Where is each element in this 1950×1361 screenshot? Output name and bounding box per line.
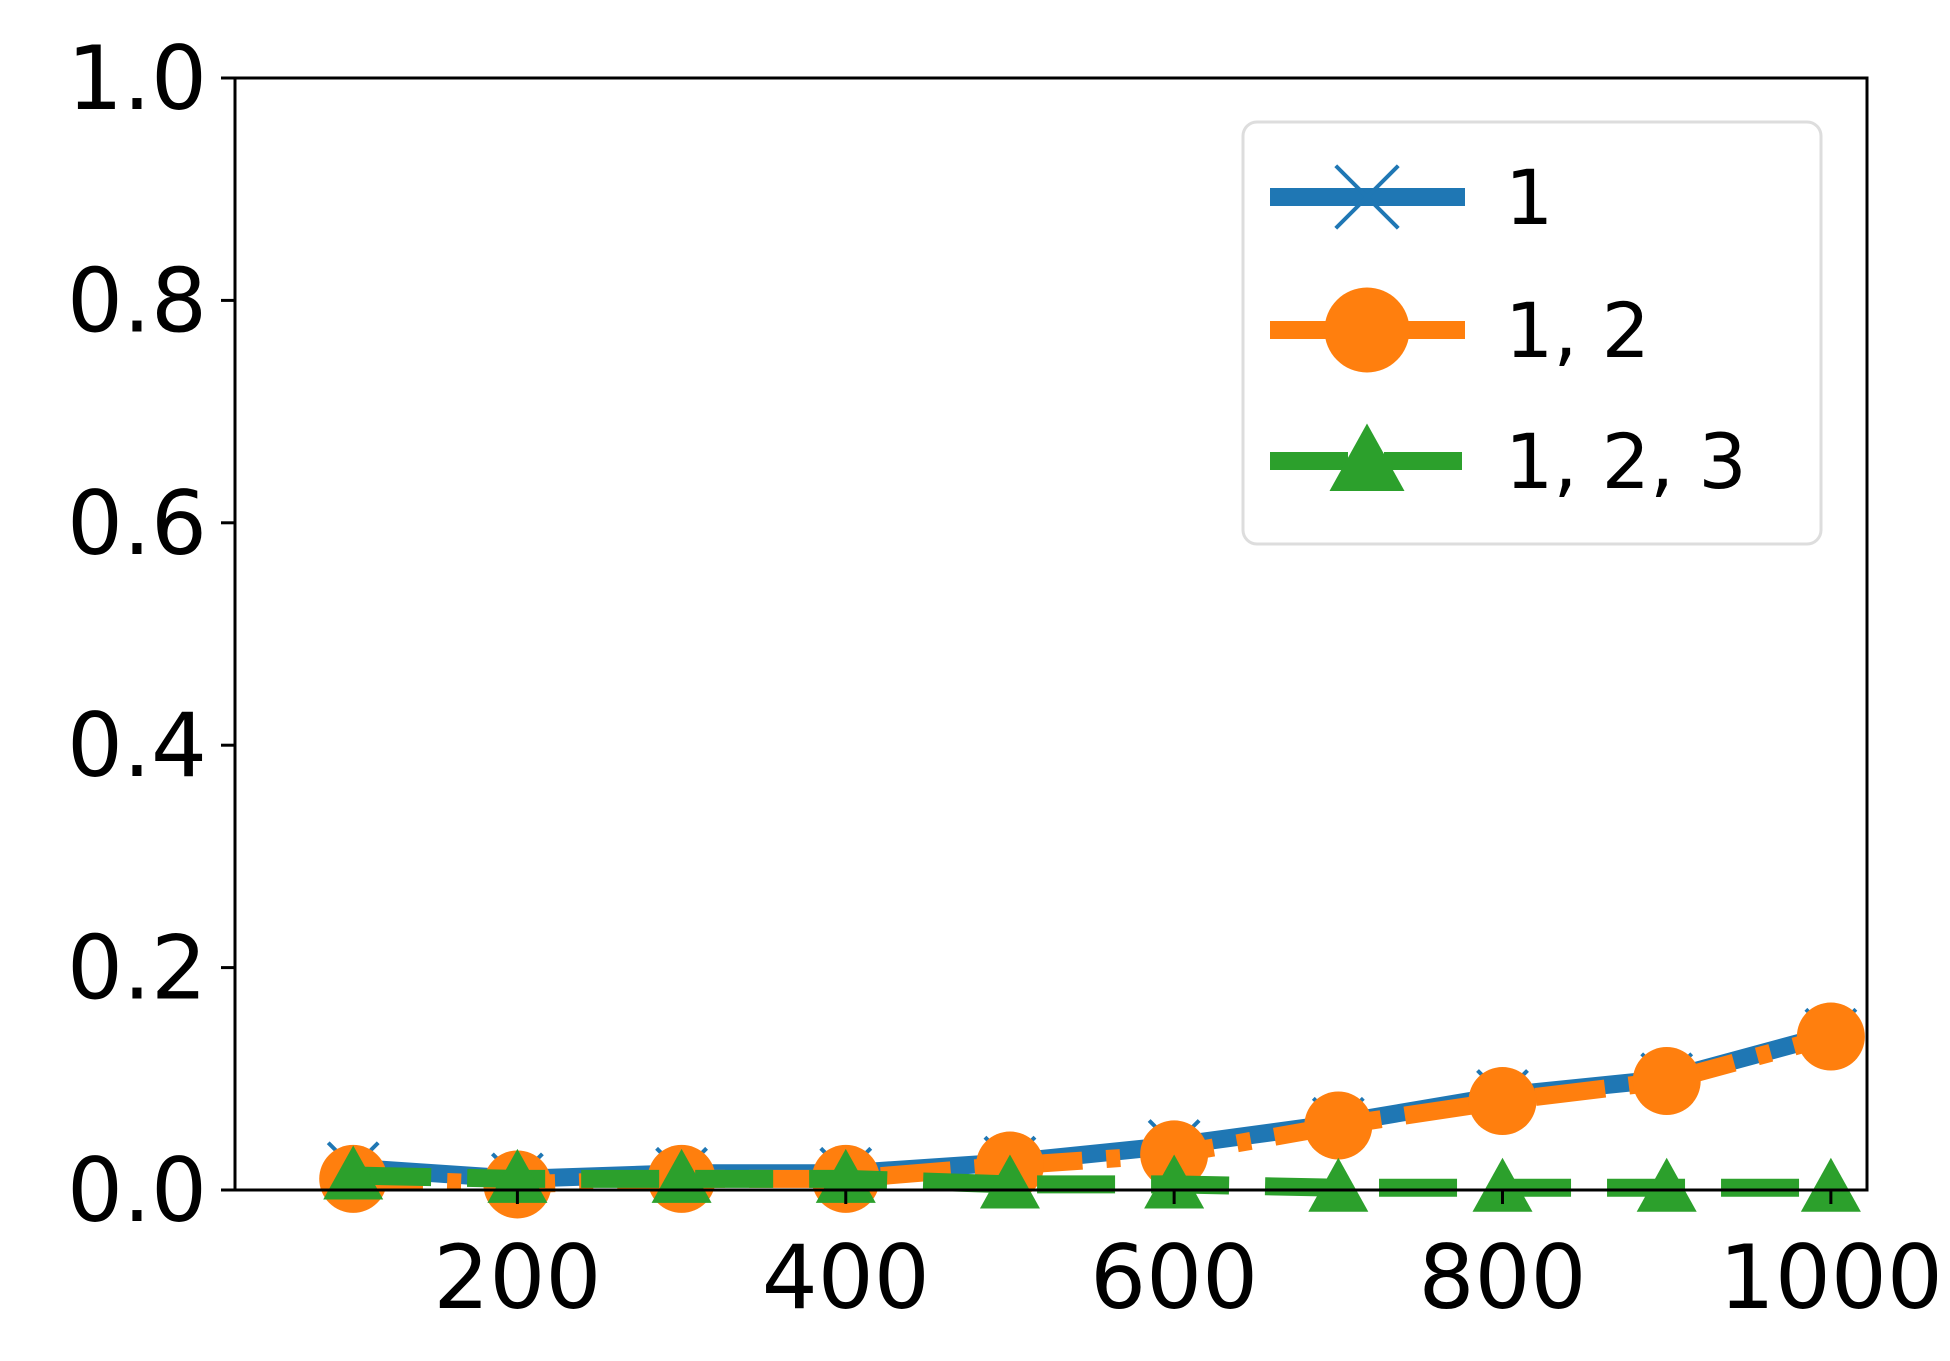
x-tick-label: 1000 [1719, 1226, 1943, 1329]
legend-box [1241, 120, 1823, 546]
data-point [1800, 1157, 1861, 1212]
data-point [1468, 1067, 1537, 1136]
legend-label: 1, 2 [1505, 286, 1650, 375]
legend-entry-2: 1, 2 [1270, 286, 1650, 375]
legend-marker [1329, 423, 1405, 491]
series-line [352, 1027, 1834, 1194]
y-tick-label: 0.6 [67, 472, 207, 575]
y-tick-label: 1.0 [67, 27, 207, 130]
legend-label: 1 [1505, 153, 1553, 242]
data-point [1796, 1002, 1865, 1071]
x-tick-label: 200 [433, 1226, 601, 1329]
data-point [979, 1154, 1040, 1209]
x-tick-label: 600 [1090, 1226, 1258, 1329]
data-point [1144, 1154, 1205, 1209]
y-tick-label: 0.0 [67, 1139, 207, 1242]
legend-entry-3: 1, 2, 3 [1270, 417, 1747, 506]
legend-entries: 1 1, 2 1, 2, 3 [1270, 153, 1747, 506]
y-tick-label: 0.4 [67, 694, 207, 797]
y-tick-label: 0.8 [67, 249, 207, 352]
legend-entry-1: 1 [1270, 153, 1553, 242]
data-point [1636, 1157, 1697, 1212]
data-point [1308, 1157, 1369, 1212]
legend-marker [1324, 287, 1410, 373]
x-tick-label: 400 [762, 1226, 930, 1329]
data-point [323, 1145, 384, 1200]
ticks-layer: 0.0 0.2 0.4 0.6 0.8 1.0 200 400 600 800 1000 [67, 27, 1943, 1329]
data-point [1140, 1120, 1209, 1189]
data-point [1304, 1091, 1373, 1160]
plot-frame [233, 76, 1869, 1192]
legend-label: 1, 2, 3 [1505, 417, 1747, 506]
y-tick-label: 0.2 [67, 917, 207, 1020]
data-point [1632, 1047, 1701, 1116]
series-line [353, 1166, 1831, 1197]
legend: 1 1, 2 1, 2, 3 [1241, 120, 1823, 546]
series-layer [319, 1002, 1865, 1219]
data-point [1472, 1157, 1533, 1212]
legend-marker [1334, 164, 1400, 230]
x-tick-label: 800 [1419, 1226, 1587, 1329]
